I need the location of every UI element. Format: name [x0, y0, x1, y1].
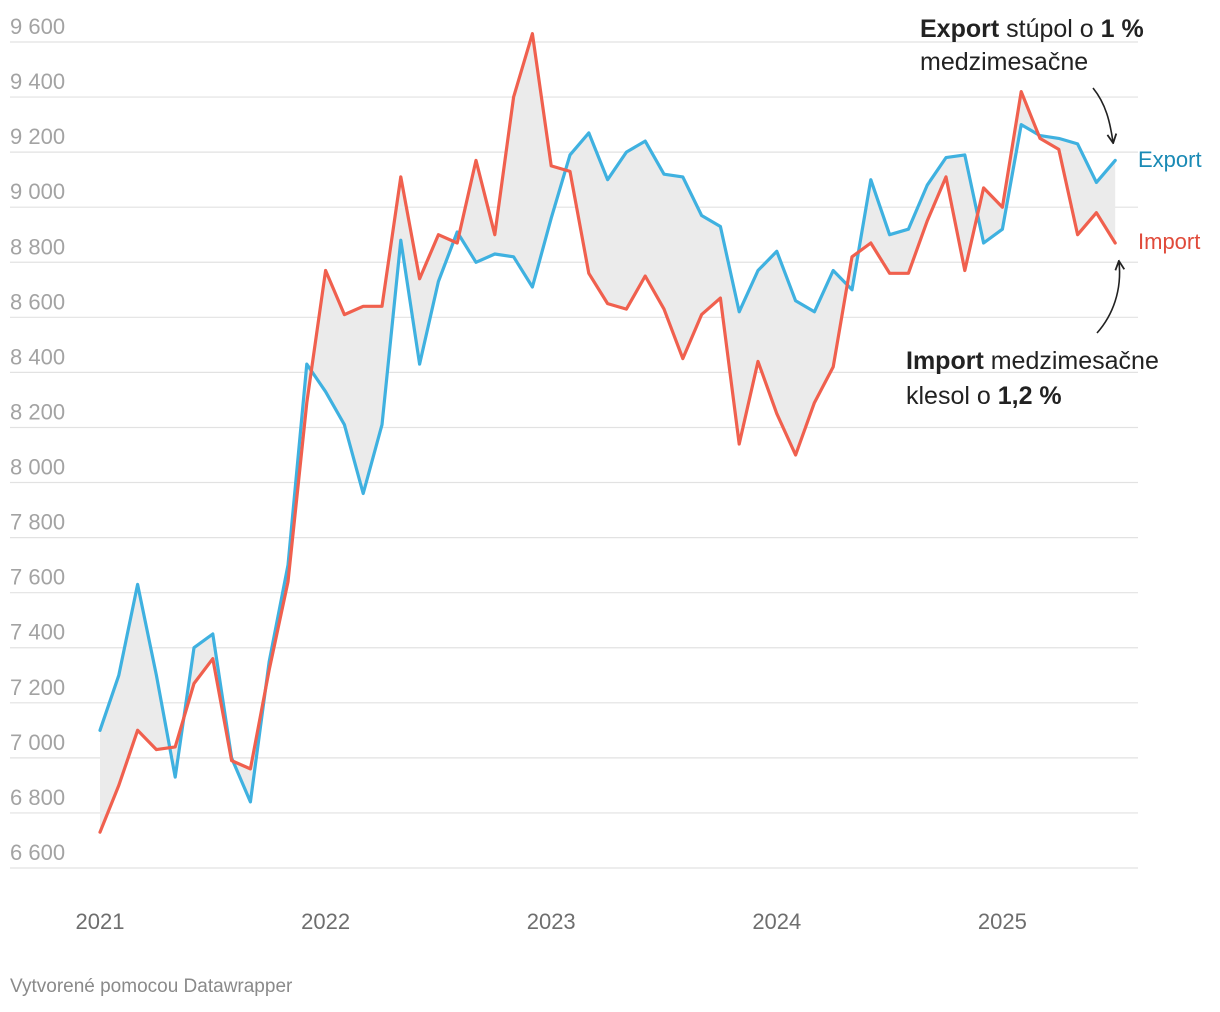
x-tick-label: 2021 [76, 909, 125, 934]
export-series-label: Export [1138, 147, 1202, 172]
y-tick-label: 6 800 [10, 785, 65, 810]
y-tick-label: 7 400 [10, 620, 65, 645]
import-line [98, 32, 1117, 834]
y-tick-label: 8 600 [10, 289, 65, 314]
import-series-label: Import [1138, 229, 1200, 254]
y-tick-label: 8 400 [10, 344, 65, 369]
export-annotation-line2: medzimesačne [920, 48, 1088, 76]
import-annotation-line2: klesol o 1,2 % [906, 382, 1062, 410]
y-tick-label: 8 200 [10, 399, 65, 424]
x-tick-label: 2024 [752, 909, 801, 934]
y-tick-label: 6 600 [10, 840, 65, 865]
y-tick-label: 9 600 [10, 14, 65, 39]
x-tick-label: 2022 [301, 909, 350, 934]
import-annotation-arrow [1096, 262, 1120, 334]
difference-area [100, 33, 1116, 833]
y-tick-label: 7 200 [10, 675, 65, 700]
y-tick-label: 9 000 [10, 179, 65, 204]
y-tick-label: 8 000 [10, 455, 65, 480]
series-lines [98, 32, 1117, 834]
difference-area-fill [100, 33, 1116, 833]
export-annotation-arrow [1092, 87, 1113, 142]
export-line [98, 122, 1117, 804]
x-tick-label: 2023 [527, 909, 576, 934]
y-tick-label: 9 400 [10, 69, 65, 94]
footer-credit: Vytvorené pomocou Datawrapper [10, 976, 293, 997]
x-tick-label: 2025 [978, 909, 1027, 934]
y-tick-label: 7 800 [10, 510, 65, 535]
y-tick-label: 8 800 [10, 234, 65, 259]
export-annotation-line1: Export stúpol o 1 % [920, 15, 1144, 43]
x-axis-ticks: 2021 2022 2023 2024 2025 [76, 909, 1027, 934]
y-tick-label: 9 200 [10, 124, 65, 149]
y-axis-ticks: 6 600 6 800 7 000 7 200 7 400 7 600 7 800 8 000… [10, 14, 65, 865]
y-tick-label: 7 600 [10, 565, 65, 590]
import-annotation-line1: Import medzimesačne [906, 347, 1159, 375]
y-tick-label: 7 000 [10, 730, 65, 755]
